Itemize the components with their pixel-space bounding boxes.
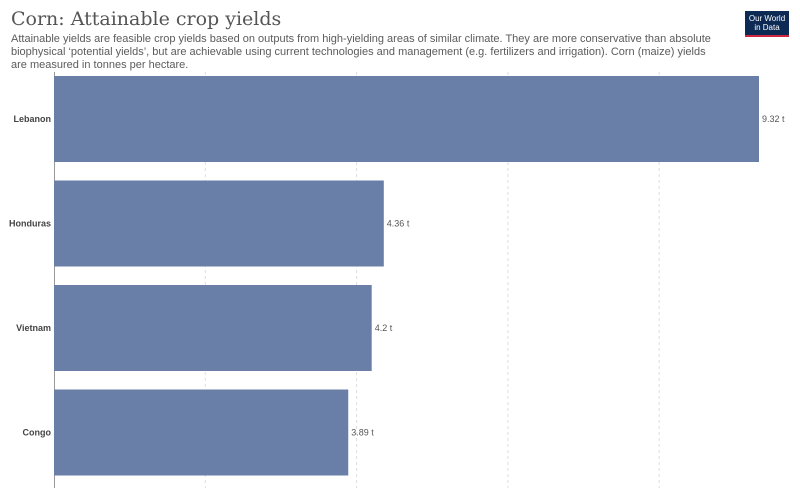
bar-lebanon[interactable]: [54, 76, 759, 162]
chart-subtitle: Attainable yields are feasible crop yiel…: [11, 33, 711, 71]
value-label: 9.32 t: [762, 114, 785, 124]
category-label: Honduras: [9, 219, 51, 229]
category-label: Lebanon: [14, 114, 52, 124]
value-label: 4.36 t: [387, 219, 410, 229]
value-label: 4.2 t: [375, 323, 393, 333]
category-label: Congo: [23, 428, 52, 438]
bar-vietnam[interactable]: [54, 285, 372, 371]
labels: Lebanon 9.32 t Honduras 4.36 t Vietnam 4.2 t C…: [9, 114, 785, 438]
bar-honduras[interactable]: [54, 180, 384, 267]
bar-congo[interactable]: [54, 389, 349, 476]
logo-line-1: Our World: [748, 14, 786, 23]
owid-logo[interactable]: Our World in Data: [745, 11, 789, 37]
logo-line-2: in Data: [754, 23, 780, 32]
chart-title: Corn: Attainable crop yields: [11, 8, 282, 30]
category-label: Vietnam: [16, 323, 51, 333]
bars: [54, 76, 759, 476]
value-label: 3.89 t: [351, 428, 374, 438]
